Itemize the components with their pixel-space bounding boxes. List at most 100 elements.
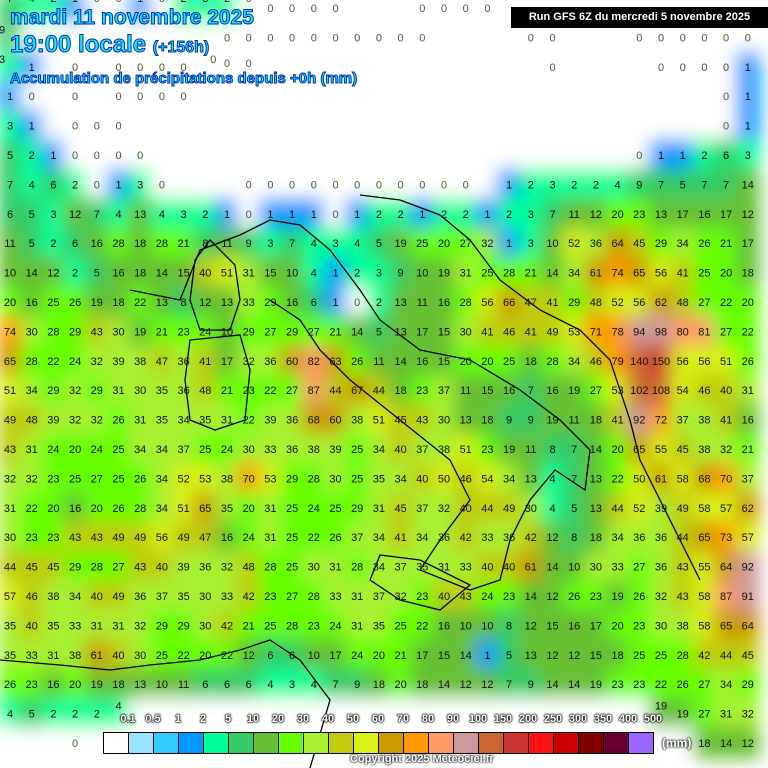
grid-value: 20 — [742, 297, 754, 309]
grid-value: 31 — [221, 415, 233, 427]
field-cell — [41, 198, 66, 230]
field-cell — [453, 80, 478, 112]
grid-value: 30 — [329, 473, 341, 485]
field-cell — [649, 550, 673, 583]
field-cell — [627, 433, 652, 465]
field-cell — [106, 198, 131, 230]
field-cell — [670, 492, 695, 524]
grid-value: 0 — [210, 54, 216, 66]
field-cell — [518, 639, 543, 671]
field-cell — [150, 80, 174, 112]
grid-value: 11 — [460, 385, 471, 397]
field-cell — [215, 315, 239, 348]
field-cell — [0, 639, 22, 671]
field-cell — [171, 345, 196, 377]
grid-value: 35 — [221, 503, 233, 515]
grid-value: 25 — [351, 473, 363, 485]
field-cell — [41, 433, 66, 465]
grid-value: 18 — [112, 679, 124, 691]
field-cell — [19, 403, 44, 436]
field-cell — [323, 227, 348, 259]
grid-value: 65 — [633, 268, 645, 280]
field-cell — [41, 550, 66, 583]
grid-value: 30 — [438, 415, 450, 427]
field-cell — [540, 580, 565, 612]
grid-value: 45 — [394, 415, 406, 427]
field-cell — [150, 168, 174, 201]
grid-value: 14 — [720, 738, 732, 750]
field-cell — [215, 492, 239, 524]
field-cell — [301, 609, 326, 642]
grid-value: 40 — [394, 444, 406, 456]
field-cell — [215, 0, 239, 24]
grid-value: 25 — [351, 444, 363, 456]
field-cell — [280, 286, 304, 318]
field-cell — [410, 51, 435, 83]
grid-value: 13 — [590, 473, 602, 485]
field-cell — [670, 727, 695, 759]
field-cell — [735, 374, 760, 406]
field-cell — [345, 550, 370, 583]
field-cell — [367, 227, 391, 259]
field-cell — [345, 492, 370, 524]
field-cell — [41, 168, 66, 201]
field-cell — [171, 168, 196, 201]
grid-value: 73 — [720, 532, 732, 544]
grid-value: 18 — [481, 415, 493, 427]
grid-value: 32 — [742, 709, 754, 721]
grid-value: 44 — [373, 385, 385, 397]
field-cell — [215, 109, 239, 142]
field-cell — [84, 521, 109, 553]
grid-value: 35 — [4, 650, 16, 662]
field-cell — [584, 109, 608, 142]
grid-value: 12 — [243, 650, 255, 662]
field-cell — [692, 345, 717, 377]
field-cell — [562, 80, 587, 112]
field-cell — [280, 0, 304, 24]
field-cell — [236, 580, 261, 612]
legend-swatch — [354, 733, 379, 753]
grid-value: 23 — [416, 591, 428, 603]
field-cell — [649, 256, 673, 289]
field-cell — [584, 139, 608, 171]
field-cell — [280, 462, 304, 495]
grid-value: 19 — [438, 268, 450, 280]
field-cell — [432, 580, 456, 612]
field-cell — [128, 580, 153, 612]
grid-value: 1 — [224, 209, 230, 221]
field-cell — [388, 462, 413, 495]
grid-value: 25 — [286, 503, 298, 515]
field-cell — [193, 51, 218, 83]
field-cell — [0, 374, 22, 406]
field-cell — [497, 433, 521, 465]
grid-value: 0 — [658, 62, 664, 74]
grid-value: 11 — [4, 238, 15, 250]
field-cell — [584, 80, 608, 112]
field-cell — [692, 580, 717, 612]
grid-value: 0 — [723, 91, 729, 103]
field-cell — [475, 580, 500, 612]
legend-label: 1 — [174, 713, 182, 726]
field-cell — [518, 668, 543, 700]
field-cell — [0, 80, 22, 112]
grid-value: 0 — [246, 0, 252, 5]
field-cell — [518, 697, 543, 730]
field-cell — [193, 109, 218, 142]
grid-value: 36 — [177, 356, 189, 368]
grid-value: 46 — [460, 473, 472, 485]
field-cell — [236, 109, 261, 142]
field-cell — [128, 286, 153, 318]
grid-value: 20 — [4, 297, 16, 309]
field-cell — [171, 492, 196, 524]
field-cell — [388, 639, 413, 671]
grid-value: 16 — [91, 238, 103, 250]
grid-value: 1 — [29, 62, 35, 74]
field-cell — [258, 80, 283, 112]
grid-value: 53 — [568, 326, 580, 338]
grid-value: 28 — [308, 591, 320, 603]
field-cell — [345, 139, 370, 171]
field-cell — [670, 109, 695, 142]
field-cell — [518, 609, 543, 642]
field-cell — [128, 51, 153, 83]
